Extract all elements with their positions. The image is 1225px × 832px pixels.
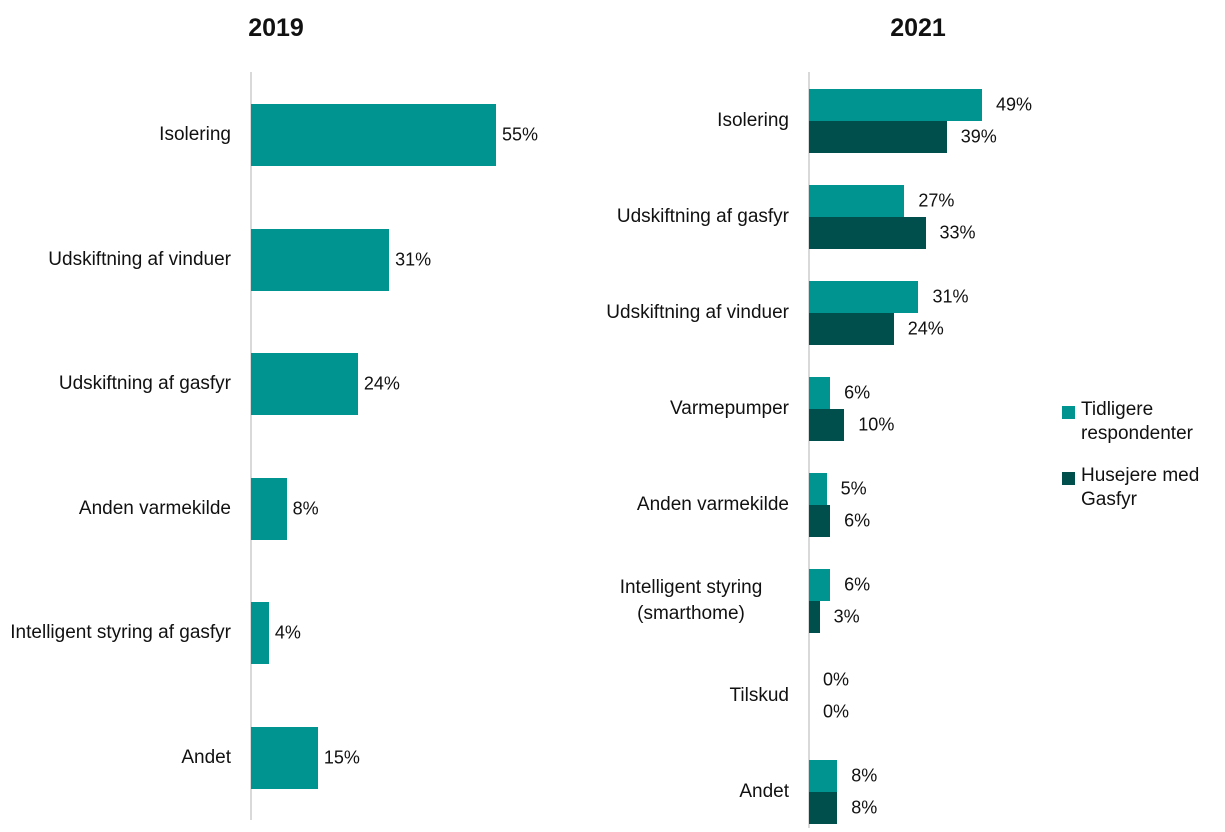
value-label: 31% [395,249,432,270]
bar [809,568,831,601]
bar [809,216,926,249]
legend-label: Tidligere respondenter [1081,399,1193,444]
bar [809,280,919,313]
value-label: 27% [918,190,955,211]
chart-title: 2019 [248,14,304,42]
category-label: Andet [739,781,789,803]
value-label: 49% [996,94,1033,115]
value-label: 10% [858,414,895,435]
value-label: 8% [851,797,878,818]
bar [809,792,838,825]
category-label: Intelligent styring af gasfyr [10,622,231,644]
value-label: 0% [823,669,850,690]
category-label: Udskiftning af gasfyr [616,205,789,227]
value-label: 31% [932,286,969,307]
value-label: 33% [939,222,976,243]
bar [809,121,947,153]
category-label: Udskiftning af vinduer [48,248,231,270]
bar [251,353,358,416]
bar [251,477,287,540]
legend-swatch [1062,472,1075,485]
category-label: Anden varmekilde [78,497,231,519]
legend-swatch [1062,406,1075,419]
value-label: 6% [844,510,871,531]
category-label: Intelligent styring (smarthome) [619,576,763,624]
bar [809,600,820,633]
category-label: Udskiftning af gasfyr [58,373,231,395]
legend-label: Husejere med Gasfyr [1081,465,1200,510]
value-label: 24% [363,373,400,394]
bar [251,104,496,166]
value-label: 4% [274,622,301,643]
value-label: 39% [960,126,997,147]
value-label: 24% [907,318,944,339]
axis-line [808,72,810,828]
value-label: 6% [844,382,871,403]
bar [251,228,390,291]
category-label: Tilskud [729,685,789,707]
category-label: Anden varmekilde [636,493,789,515]
category-label: Varmepumper [670,397,789,419]
value-label: 0% [823,701,850,722]
bar [809,472,827,505]
bar [251,727,318,789]
value-label: 55% [502,124,539,145]
bar [809,760,838,793]
category-label: Andet [181,747,231,768]
category-label: Isolering [717,110,789,131]
value-label: 3% [833,606,860,626]
value-label: 6% [844,574,871,594]
bar [809,312,894,345]
bar [251,602,269,665]
category-label: Isolering [159,124,231,145]
bar [809,184,905,217]
value-label: 15% [323,747,360,768]
value-label: 8% [851,765,878,786]
bar [809,408,845,441]
chart-title: 2021 [890,14,946,42]
bar [809,504,831,537]
value-label: 5% [840,478,867,499]
axis-line [250,72,252,820]
bar [809,376,831,409]
category-label: Udskiftning af vinduer [606,301,789,323]
value-label: 8% [292,498,319,519]
bar [809,89,982,121]
